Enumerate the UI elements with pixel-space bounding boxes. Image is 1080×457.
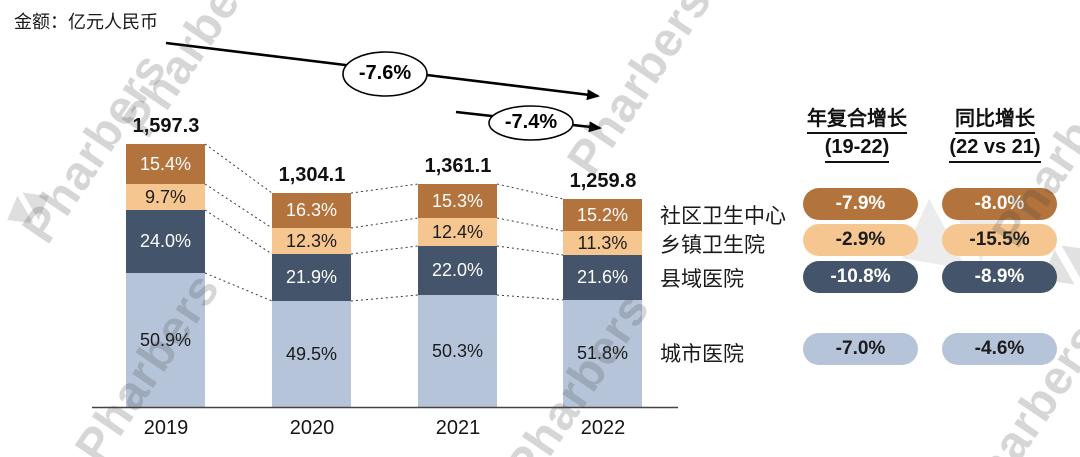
bar-segment: 22.0%	[418, 246, 497, 295]
yoy-arrow-label: -7.4%	[504, 111, 558, 133]
total-label-2021: 1,361.1	[424, 155, 492, 177]
bar-segment: 15.2%	[563, 199, 642, 231]
stacked-bar-2021: 15.3% 12.4% 22.0% 50.3%	[418, 184, 497, 407]
bar-segment: 51.8%	[563, 300, 642, 407]
segment-connector-lines	[204, 143, 564, 302]
yoy-header-subtitle: (22 vs 21)	[949, 134, 1041, 163]
cagr-pill-community-health-center: -7.9%	[803, 188, 918, 220]
yoy-column-header: 同比增长 (22 vs 21)	[925, 106, 1065, 163]
bar-segment: 21.6%	[563, 255, 642, 300]
x-axis-label-2021: 2021	[435, 417, 481, 439]
bar-segment: 15.3%	[418, 184, 497, 218]
bar-segment: 50.3%	[418, 295, 497, 407]
cagr-pill-city-hospital: -7.0%	[803, 333, 918, 365]
total-label-2020: 1,304.1	[278, 164, 346, 186]
series-label-community-health-center: 社区卫生中心	[660, 205, 786, 228]
cagr-header-title: 年复合增长	[807, 106, 907, 135]
cagr-arrow-label: -7.6%	[358, 62, 412, 84]
cagr-pill-township-health-center: -2.9%	[803, 224, 918, 256]
bar-segment: 15.4%	[126, 144, 205, 184]
bar-segment: 11.3%	[563, 231, 642, 255]
bar-segment: 16.3%	[272, 193, 351, 228]
cagr-pill-county-hospital: -10.8%	[803, 261, 918, 293]
cagr-header-subtitle: (19-22)	[824, 134, 890, 163]
cagr-ellipse	[342, 51, 428, 97]
cagr-column-header: 年复合增长 (19-22)	[787, 106, 927, 163]
series-label-city-hospital: 城市医院	[660, 343, 744, 366]
series-label-township-health-center: 乡镇卫生院	[660, 234, 765, 257]
series-label-county-hospital: 县域医院	[660, 268, 744, 291]
bar-segment: 49.5%	[272, 301, 351, 407]
watermark-logo	[7, 192, 49, 224]
chart-unit-label: 金额：亿元人民币	[14, 12, 158, 32]
yoy-pill-city-hospital: -4.6%	[942, 333, 1057, 365]
stacked-bar-2022: 15.2% 11.3% 21.6% 51.8%	[563, 199, 642, 407]
stacked-bar-2020: 16.3% 12.3% 21.9% 49.5%	[272, 193, 351, 407]
x-axis-label-2022: 2022	[580, 417, 626, 439]
yoy-pill-county-hospital: -8.9%	[942, 261, 1057, 293]
total-label-2019: 1,597.3	[132, 115, 200, 137]
bar-segment: 50.9%	[126, 273, 205, 407]
bar-segment: 21.9%	[272, 254, 351, 301]
yoy-pill-community-health-center: -8.0%	[942, 188, 1057, 220]
x-axis-label-2019: 2019	[143, 417, 189, 439]
total-label-2022: 1,259.8	[569, 170, 637, 192]
yoy-ellipse	[488, 105, 574, 141]
bar-segment: 12.4%	[418, 218, 497, 246]
yoy-header-title: 同比增长	[955, 106, 1035, 135]
bar-segment: 9.7%	[126, 184, 205, 210]
bar-segment: 24.0%	[126, 210, 205, 273]
x-axis-label-2020: 2020	[289, 417, 335, 439]
yoy-pill-township-health-center: -15.5%	[942, 224, 1057, 256]
bar-segment: 12.3%	[272, 228, 351, 254]
stacked-bar-2019: 15.4% 9.7% 24.0% 50.9%	[126, 144, 205, 407]
